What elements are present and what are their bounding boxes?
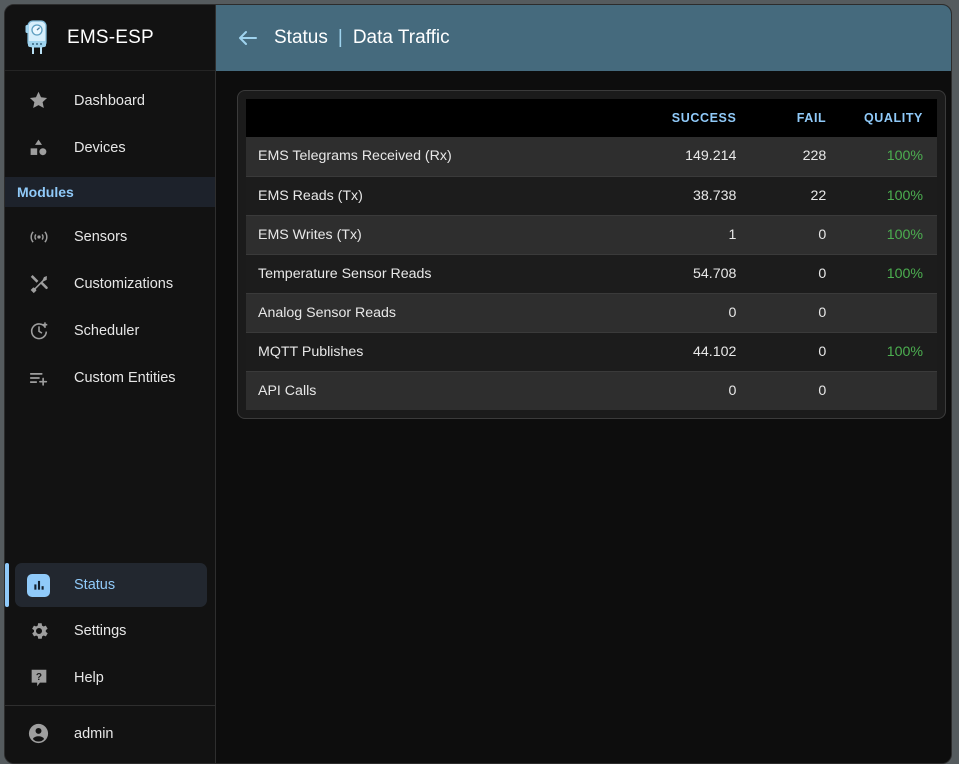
table-row: Analog Sensor Reads 0 0 [246, 293, 937, 333]
bar-chart-icon [27, 573, 50, 597]
cell-name: EMS Reads (Tx) [246, 176, 633, 216]
devices-shapes-icon [27, 136, 50, 159]
svg-text:?: ? [35, 671, 41, 682]
column-header-fail: FAIL [750, 99, 841, 137]
breadcrumb-separator: | [337, 27, 343, 48]
table-header-row: SUCCESS FAIL QUALITY [246, 99, 937, 137]
column-header-name [246, 99, 633, 137]
sidebar-modules-section: Sensors Customizations [5, 207, 215, 407]
sidebar-user-label: admin [74, 725, 114, 742]
sidebar-divider [5, 705, 215, 706]
sidebar-item-customizations[interactable]: Customizations [5, 260, 215, 307]
cell-fail: 228 [750, 137, 841, 177]
column-header-success: SUCCESS [632, 99, 751, 137]
sidebar-spacer [5, 407, 215, 563]
table-row: MQTT Publishes 44.102 0 100% [246, 332, 937, 372]
cell-success: 44.102 [632, 332, 751, 372]
help-question-icon: ? [27, 666, 50, 689]
cell-fail: 0 [750, 371, 841, 410]
sidebar-item-label: Devices [74, 139, 126, 156]
table-row: EMS Writes (Tx) 1 0 100% [246, 215, 937, 255]
cell-fail: 22 [750, 176, 841, 216]
cell-quality: 100% [840, 332, 937, 372]
account-circle-icon [27, 722, 50, 745]
tools-icon [27, 272, 50, 295]
table-row: EMS Reads (Tx) 38.738 22 100% [246, 176, 937, 216]
breadcrumb-parent[interactable]: Status [274, 27, 328, 48]
table-row: Temperature Sensor Reads 54.708 0 100% [246, 254, 937, 294]
sidebar-item-label: Customizations [74, 275, 174, 292]
cell-name: Temperature Sensor Reads [246, 254, 633, 294]
sidebar-item-label: Custom Entities [74, 369, 176, 386]
sidebar-section-modules: Modules [5, 177, 215, 207]
cell-fail: 0 [750, 293, 841, 333]
cell-name: MQTT Publishes [246, 332, 633, 372]
sidebar-item-user[interactable]: admin [5, 710, 215, 757]
cell-fail: 0 [750, 332, 841, 372]
table-body: EMS Telegrams Received (Rx) 149.214 228 … [246, 137, 937, 410]
breadcrumb-current: Data Traffic [352, 27, 450, 48]
sensor-waves-icon [27, 225, 50, 248]
cell-quality [840, 293, 937, 333]
table-row: EMS Telegrams Received (Rx) 149.214 228 … [246, 137, 937, 177]
cell-name: EMS Telegrams Received (Rx) [246, 137, 633, 177]
cell-quality: 100% [840, 176, 937, 216]
app-window: EMS-ESP Dashboard [4, 4, 952, 764]
sidebar-item-label: Dashboard [74, 92, 145, 109]
sidebar: EMS-ESP Dashboard [5, 5, 216, 763]
sidebar-item-status[interactable]: Status [5, 563, 207, 607]
cell-success: 0 [632, 371, 751, 410]
cell-success: 1 [632, 215, 751, 255]
cell-quality: 100% [840, 137, 937, 177]
breadcrumb: Status | Data Traffic [274, 27, 450, 49]
main-area: Status | Data Traffic SUCCESS FAIL [216, 5, 951, 763]
cell-name: API Calls [246, 371, 633, 410]
cell-success: 0 [632, 293, 751, 333]
column-header-quality: QUALITY [840, 99, 937, 137]
data-traffic-card: SUCCESS FAIL QUALITY EMS Telegrams Recei… [237, 90, 946, 419]
clock-plus-icon [27, 319, 50, 342]
cell-success: 149.214 [632, 137, 751, 177]
sidebar-item-custom-entities[interactable]: Custom Entities [5, 354, 215, 401]
sidebar-item-label: Scheduler [74, 322, 140, 339]
cell-quality [840, 371, 937, 410]
cell-success: 38.738 [632, 176, 751, 216]
cell-name: EMS Writes (Tx) [246, 215, 633, 255]
star-icon [27, 89, 50, 112]
sidebar-bottom-section: Status Settings ? Help [5, 563, 215, 763]
sidebar-item-help[interactable]: ? Help [5, 654, 215, 701]
brand-header: EMS-ESP [5, 5, 215, 71]
table-row: API Calls 0 0 [246, 371, 937, 410]
sidebar-item-label: Settings [74, 622, 127, 639]
list-plus-icon [27, 366, 50, 389]
boiler-icon [21, 19, 53, 57]
sidebar-item-label: Sensors [74, 228, 128, 245]
arrow-left-icon[interactable] [236, 26, 260, 50]
content-area: SUCCESS FAIL QUALITY EMS Telegrams Recei… [216, 71, 951, 763]
gear-icon [27, 619, 50, 642]
app-title: EMS-ESP [67, 26, 154, 48]
cell-success: 54.708 [632, 254, 751, 294]
cell-quality: 100% [840, 254, 937, 294]
cell-fail: 0 [750, 254, 841, 294]
cell-quality: 100% [840, 215, 937, 255]
sidebar-item-dashboard[interactable]: Dashboard [5, 77, 215, 124]
sidebar-top-section: Dashboard Devices [5, 71, 215, 177]
sidebar-item-sensors[interactable]: Sensors [5, 213, 215, 260]
sidebar-section-label: Modules [17, 184, 74, 200]
sidebar-item-label: Status [74, 577, 116, 593]
topbar: Status | Data Traffic [216, 5, 951, 71]
table-header: SUCCESS FAIL QUALITY [246, 99, 937, 137]
sidebar-item-settings[interactable]: Settings [5, 607, 215, 654]
sidebar-item-devices[interactable]: Devices [5, 124, 215, 171]
cell-fail: 0 [750, 215, 841, 255]
data-traffic-table: SUCCESS FAIL QUALITY EMS Telegrams Recei… [246, 99, 937, 410]
sidebar-item-scheduler[interactable]: Scheduler [5, 307, 215, 354]
cell-name: Analog Sensor Reads [246, 293, 633, 333]
sidebar-item-label: Help [74, 669, 104, 686]
